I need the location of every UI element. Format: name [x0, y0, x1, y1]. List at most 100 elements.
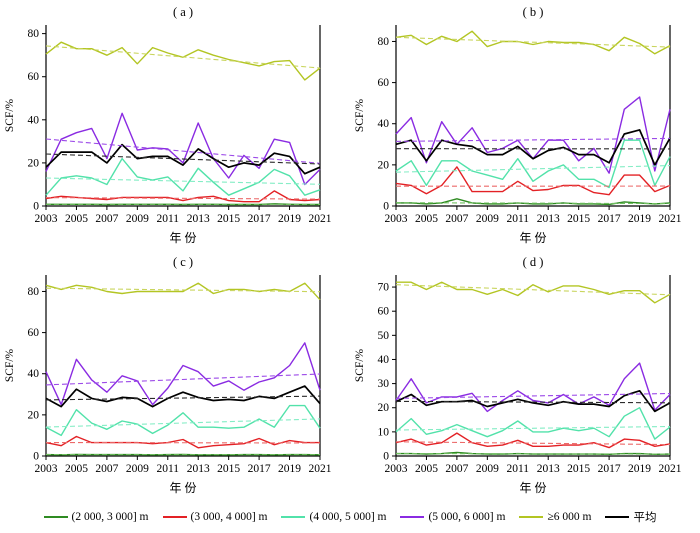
chart-panel-a: 0 20 40 60 80 2003 2005 2007 2009 2011 2013 2015 201…	[4, 5, 332, 245]
panel-title: ( c )	[173, 255, 193, 269]
legend-item-0: (2 000, 3 000] m	[43, 510, 149, 523]
chart-panel-b: 0 20 40 60 80 2003 2005 2007 2009 2011 2013 2015 201…	[354, 5, 682, 245]
series-trend-5	[45, 153, 321, 165]
y-tick-label: 20	[28, 157, 40, 169]
x-tick-label: 2003	[385, 213, 408, 225]
x-tick-label: 2003	[35, 463, 58, 475]
legend-item-4: ≥6 000 m	[519, 511, 591, 523]
series-line-5	[395, 129, 671, 166]
x-tick-label: 2021	[659, 213, 682, 225]
x-axis-label: 年 份	[169, 231, 196, 245]
legend-label: ≥6 000 m	[547, 510, 592, 523]
series-trend-3	[45, 138, 321, 164]
x-tick-label: 2013	[537, 213, 560, 225]
x-tick-label: 2007	[445, 213, 468, 225]
x-tick-label: 2021	[659, 463, 682, 475]
series-trend-5	[395, 400, 671, 404]
x-tick-label: 2011	[506, 463, 529, 475]
series-line-2	[395, 406, 671, 440]
x-tick-label: 2013	[187, 463, 210, 475]
series-line-1	[45, 435, 320, 449]
series-line-3	[45, 112, 321, 186]
y-tick-label: 0	[383, 451, 389, 463]
y-tick-label: 40	[28, 368, 40, 380]
x-tick-label: 2009	[476, 213, 499, 225]
series-line-4	[45, 282, 321, 301]
x-axis-label: 年 份	[519, 481, 546, 495]
series-line-3	[395, 96, 671, 174]
x-tick-label: 2019	[278, 463, 301, 475]
x-tick-label: 2017	[598, 463, 621, 475]
y-tick-label: 0	[383, 201, 389, 213]
legend-label: (4 000, 5 000] m	[309, 510, 387, 523]
y-tick-label: 60	[378, 306, 390, 318]
x-tick-label: 2005	[415, 463, 438, 475]
x-tick-label: 2019	[628, 463, 651, 475]
legend-label: (5 000, 6 000] m	[428, 510, 506, 523]
series-trend-4	[395, 284, 671, 296]
series-trend-3	[395, 137, 671, 142]
y-tick-label: 80	[28, 28, 40, 40]
x-tick-label: 2005	[415, 213, 438, 225]
series-line-1	[395, 432, 671, 449]
x-tick-label: 2017	[248, 213, 271, 225]
series-trend-2	[395, 425, 671, 431]
y-tick-label: 20	[28, 409, 40, 421]
y-tick-label: 80	[28, 286, 40, 298]
series-trend-1	[45, 197, 321, 200]
legend-line-swatch	[400, 515, 425, 518]
x-tick-label: 2021	[309, 463, 332, 475]
x-tick-label: 2005	[65, 213, 88, 225]
legend-line-swatch	[519, 515, 544, 518]
legend-line-swatch	[162, 515, 187, 518]
y-tick-label: 0	[33, 451, 39, 463]
series-trend-2	[395, 165, 671, 173]
x-tick-label: 2017	[598, 213, 621, 225]
chart-panel-c: 0 20 40 60 80 2003 2005 2007 2009 2011 2013 2015 201…	[4, 255, 332, 495]
panel-title: ( d )	[523, 255, 544, 269]
series-line-4	[396, 281, 671, 304]
y-tick-label: 40	[378, 118, 390, 130]
chart-panel-d: 0 10 20 30 40 50 60 70 2003 2005 2007 2009 2011 2013 2…	[354, 255, 682, 495]
y-tick-label: 40	[378, 354, 390, 366]
x-tick-label: 2013	[537, 463, 560, 475]
x-tick-label: 2019	[628, 213, 651, 225]
x-tick-label: 2003	[35, 213, 58, 225]
x-tick-label: 2003	[385, 463, 408, 475]
series-line-2	[45, 157, 321, 196]
legend-item-5: 平均	[605, 509, 656, 525]
series-line-0	[396, 198, 671, 206]
x-tick-label: 2015	[217, 213, 240, 225]
series-line-1	[45, 190, 321, 203]
x-tick-label: 2007	[445, 463, 468, 475]
y-tick-label: 50	[378, 330, 390, 342]
legend-label: (2 000, 3 000] m	[71, 510, 149, 523]
y-tick-label: 20	[378, 159, 390, 171]
series-line-5	[45, 385, 321, 408]
series-line-1	[395, 166, 671, 196]
series-line-3	[395, 362, 671, 413]
x-tick-label: 2019	[278, 213, 301, 225]
legend-item-2: (4 000, 5 000] m	[281, 511, 386, 523]
series-trend-1	[395, 441, 671, 446]
x-tick-label: 2011	[156, 213, 179, 225]
y-axis-label: SCF/%	[4, 348, 16, 382]
x-tick-label: 2009	[126, 213, 149, 225]
chart-panels: 0 20 40 60 80 2003 2005 2007 2009 2011 2013 2015 201…	[4, 5, 682, 495]
series-trend-1	[45, 441, 321, 444]
series-trend-4	[45, 287, 321, 293]
y-tick-label: 10	[378, 426, 390, 438]
y-axis-label: SCF/%	[354, 348, 366, 382]
x-tick-label: 2021	[309, 213, 332, 225]
legend: (2 000, 3 000] m (3 000, 4 000] m (4 000, …	[0, 500, 700, 533]
y-tick-label: 30	[378, 378, 390, 390]
y-tick-label: 60	[28, 71, 40, 83]
panel-title: ( b )	[523, 5, 544, 19]
x-tick-label: 2017	[248, 463, 271, 475]
x-tick-label: 2011	[156, 463, 179, 475]
x-tick-label: 2015	[567, 463, 590, 475]
y-tick-label: 70	[378, 282, 390, 294]
x-tick-label: 2013	[187, 213, 210, 225]
series-trend-3	[395, 392, 671, 399]
y-tick-label: 60	[28, 327, 40, 339]
